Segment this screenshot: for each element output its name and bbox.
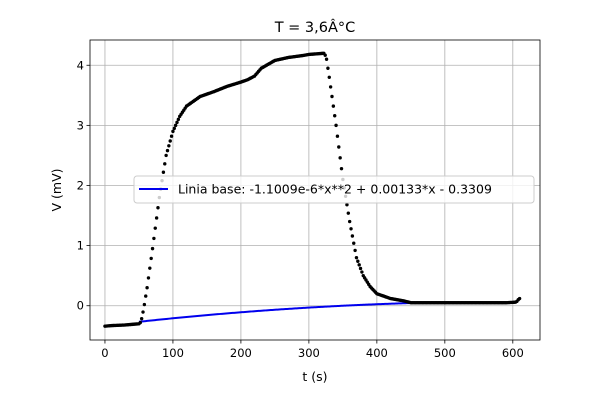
data-point bbox=[139, 316, 144, 321]
x-tick-label: 600 bbox=[502, 346, 524, 360]
data-point bbox=[339, 166, 344, 171]
data-point bbox=[330, 94, 334, 99]
data-point bbox=[335, 134, 340, 138]
data-point bbox=[165, 148, 170, 153]
data-point bbox=[144, 294, 148, 298]
x-tick-label: 300 bbox=[298, 346, 320, 360]
baseline-series bbox=[138, 302, 413, 323]
data-point bbox=[337, 145, 341, 149]
data-point bbox=[338, 156, 342, 160]
data-point bbox=[149, 256, 153, 261]
data-point bbox=[333, 114, 337, 118]
legend-box bbox=[133, 175, 535, 204]
data-point bbox=[150, 246, 155, 251]
data-point bbox=[164, 153, 168, 158]
chart-title: T = 3,6Â°C bbox=[274, 18, 356, 36]
data-point bbox=[353, 248, 357, 253]
data-point bbox=[347, 219, 352, 224]
y-tick-label: 0 bbox=[77, 299, 84, 313]
data-point bbox=[324, 57, 329, 61]
x-axis-label: t (s) bbox=[302, 369, 327, 384]
data-point bbox=[141, 310, 145, 314]
y-tick-label: 3 bbox=[77, 118, 84, 132]
data-point bbox=[154, 216, 159, 220]
data-point bbox=[323, 53, 327, 57]
y-tick-label: 1 bbox=[77, 239, 84, 253]
legend-label-baseline: Linia base: -1.1009e-6*x**2 + 0.00133*x … bbox=[178, 182, 492, 197]
data-point bbox=[327, 75, 331, 79]
data-point bbox=[142, 302, 147, 307]
data-point bbox=[175, 120, 179, 125]
data-point bbox=[358, 266, 363, 271]
data-point bbox=[161, 170, 166, 174]
data-point bbox=[326, 66, 330, 70]
data-point bbox=[517, 296, 522, 301]
data-point bbox=[146, 276, 151, 280]
x-tick-label: 500 bbox=[434, 346, 456, 360]
data-point bbox=[167, 144, 171, 148]
data-point bbox=[163, 162, 167, 166]
x-tick-label: 0 bbox=[101, 346, 108, 360]
data-point bbox=[331, 104, 336, 108]
data-point bbox=[152, 236, 156, 241]
data-point bbox=[173, 123, 178, 128]
x-tick-label: 100 bbox=[162, 346, 184, 360]
x-axis-ticks: 0 100 200 300 400 500 600 bbox=[101, 340, 524, 360]
data-points bbox=[103, 51, 522, 328]
data-point bbox=[334, 123, 338, 128]
x-tick-label: 200 bbox=[230, 346, 252, 360]
data-point bbox=[356, 259, 360, 263]
data-point bbox=[138, 320, 142, 325]
data-point bbox=[328, 85, 333, 89]
data-point bbox=[345, 203, 349, 207]
y-tick-label: 2 bbox=[77, 178, 84, 192]
data-point bbox=[349, 227, 353, 231]
data-point bbox=[153, 226, 157, 230]
data-point bbox=[172, 126, 176, 131]
data-point bbox=[171, 129, 175, 134]
data-point bbox=[354, 255, 359, 260]
data-point bbox=[156, 206, 160, 210]
data-point bbox=[360, 270, 364, 274]
y-tick-label: 4 bbox=[77, 58, 84, 72]
data-point bbox=[169, 134, 174, 138]
baseline-curve bbox=[138, 302, 413, 323]
data-point bbox=[176, 117, 181, 122]
data-point bbox=[168, 139, 172, 143]
data-point bbox=[148, 266, 152, 270]
data-point bbox=[346, 211, 351, 215]
data-point bbox=[145, 286, 149, 290]
data-point bbox=[350, 234, 355, 238]
y-axis-ticks: 0 1 2 3 4 bbox=[77, 58, 90, 313]
data-point bbox=[357, 263, 361, 267]
x-tick-label: 400 bbox=[366, 346, 388, 360]
legend: Linia base: -1.1009e-6*x**2 + 0.00133*x … bbox=[133, 175, 535, 204]
y-axis-label: V (mV) bbox=[49, 168, 64, 211]
data-point bbox=[352, 241, 356, 245]
plot-frame bbox=[89, 39, 541, 341]
